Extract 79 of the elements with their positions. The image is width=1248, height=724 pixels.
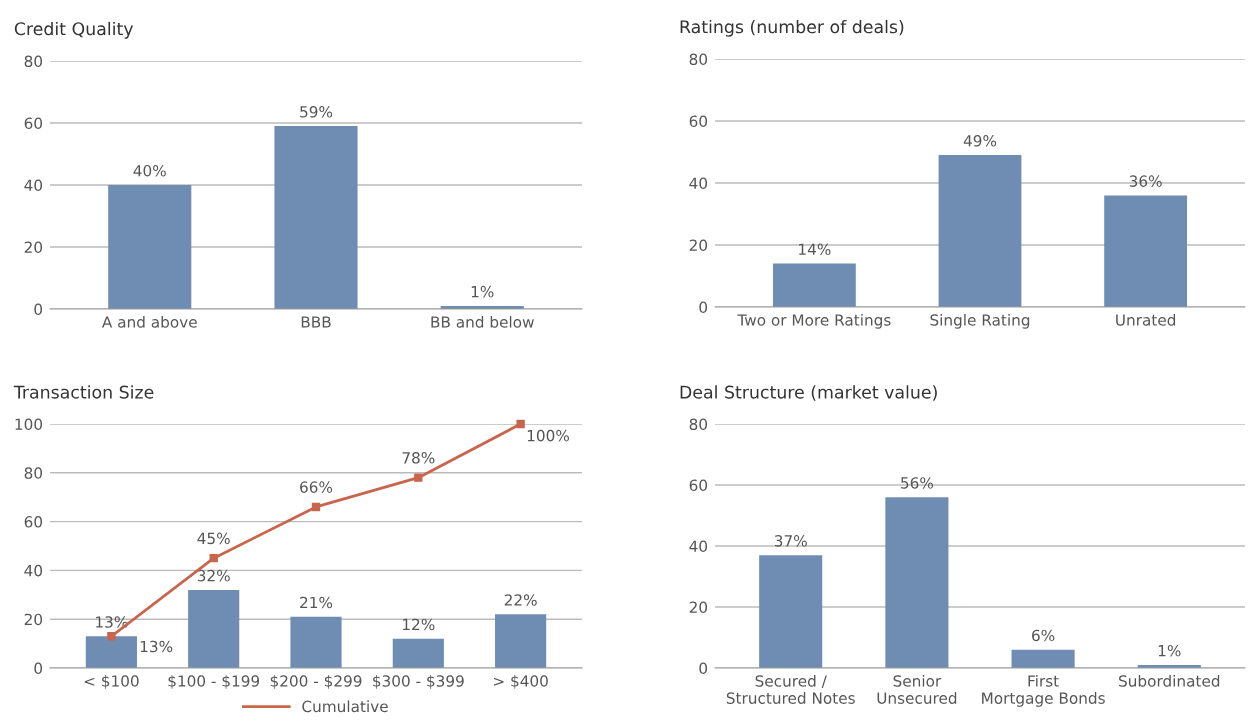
y-tick-label: 40: [689, 540, 708, 553]
x-tick-label: Unrated: [1116, 313, 1176, 326]
data-label: 66%: [300, 481, 333, 493]
bar: [290, 616, 342, 668]
x-tick-label: First Mortgage Bonds: [982, 674, 1105, 707]
data-label: 36%: [1129, 175, 1162, 187]
bar: [1011, 649, 1075, 668]
data-label: 6%: [1032, 629, 1055, 642]
y-tick-label: 0: [699, 301, 708, 314]
point: [311, 502, 321, 512]
x-tick-label: $300 - $399: [373, 674, 464, 689]
x-tick-label: A and above: [101, 315, 197, 328]
y-tick-label: 0: [34, 303, 43, 316]
point: [107, 632, 116, 641]
y-tick-label: 80: [24, 55, 43, 68]
y-tick-label: 100: [15, 418, 43, 431]
y-tick-label: 80: [24, 467, 43, 479]
data-label: 1%: [1158, 644, 1181, 657]
data-label: 49%: [963, 135, 997, 147]
bar: [759, 555, 823, 668]
data-label: 78%: [402, 452, 435, 464]
x-tick-label: Two or More Ratings: [737, 313, 891, 329]
y-tick-label: 80: [689, 53, 708, 66]
data-label: 40%: [133, 164, 166, 177]
y-tick-label: 60: [24, 117, 43, 130]
chart-title: Ratings (number of deals): [680, 19, 904, 37]
chart-title: Credit Quality: [14, 21, 134, 39]
data-label: 14%: [799, 243, 831, 256]
y-tick-label: 40: [689, 177, 708, 190]
bar: [885, 497, 949, 668]
data-label: 37%: [774, 535, 807, 547]
x-tick-label: Single Rating: [930, 313, 1030, 329]
bar: [772, 263, 856, 307]
y-tick-label: 40: [24, 179, 43, 192]
chart-title: Deal Structure (market value): [680, 385, 937, 401]
y-tick-label: 20: [689, 239, 708, 252]
data-label: 12%: [403, 618, 435, 631]
chart-title: Transaction Size: [13, 385, 154, 399]
point: [209, 554, 218, 563]
bar: [938, 155, 1022, 307]
data-label: 100%: [527, 429, 570, 442]
x-tick-label: Senior Unsecured: [877, 674, 957, 704]
bar: [495, 614, 547, 668]
y-tick-label: 0: [34, 662, 43, 675]
data-label: 13%: [140, 640, 173, 653]
x-tick-label: BBB: [301, 316, 331, 328]
x-tick-label: < $100: [84, 674, 139, 689]
bar: [274, 126, 358, 309]
x-tick-label: > $400: [493, 674, 548, 689]
y-tick-label: 20: [24, 241, 43, 254]
bar: [188, 589, 240, 668]
data-label: 1%: [471, 285, 494, 298]
data-label: 45%: [197, 532, 230, 545]
bar: [108, 185, 192, 309]
bar: [1104, 195, 1188, 307]
legend-label: Cumulative: [302, 700, 388, 713]
x-tick-label: $200 - $299: [270, 674, 362, 689]
data-label: 22%: [504, 594, 537, 606]
y-tick-label: 60: [689, 479, 708, 492]
x-tick-label: BB and below: [431, 315, 534, 328]
data-label: 59%: [300, 106, 333, 118]
data-label: 56%: [901, 477, 934, 489]
bar: [392, 638, 444, 668]
y-tick-label: 60: [689, 115, 708, 128]
y-tick-label: 20: [24, 613, 43, 626]
data-label: 32%: [197, 569, 230, 582]
y-tick-label: 20: [689, 601, 708, 614]
x-tick-label: Secured / Structured Notes: [726, 674, 855, 704]
x-tick-label: $100 - $199: [168, 674, 260, 689]
data-label: 13%: [96, 616, 128, 628]
data-label: 21%: [300, 596, 333, 609]
bar: [85, 636, 137, 668]
y-tick-label: 80: [689, 418, 708, 431]
y-tick-label: 60: [24, 516, 43, 528]
y-tick-label: 0: [699, 662, 708, 675]
x-tick-label: Subordinated: [1119, 674, 1220, 687]
point: [516, 419, 525, 429]
y-tick-label: 40: [24, 564, 43, 577]
point: [414, 473, 423, 482]
